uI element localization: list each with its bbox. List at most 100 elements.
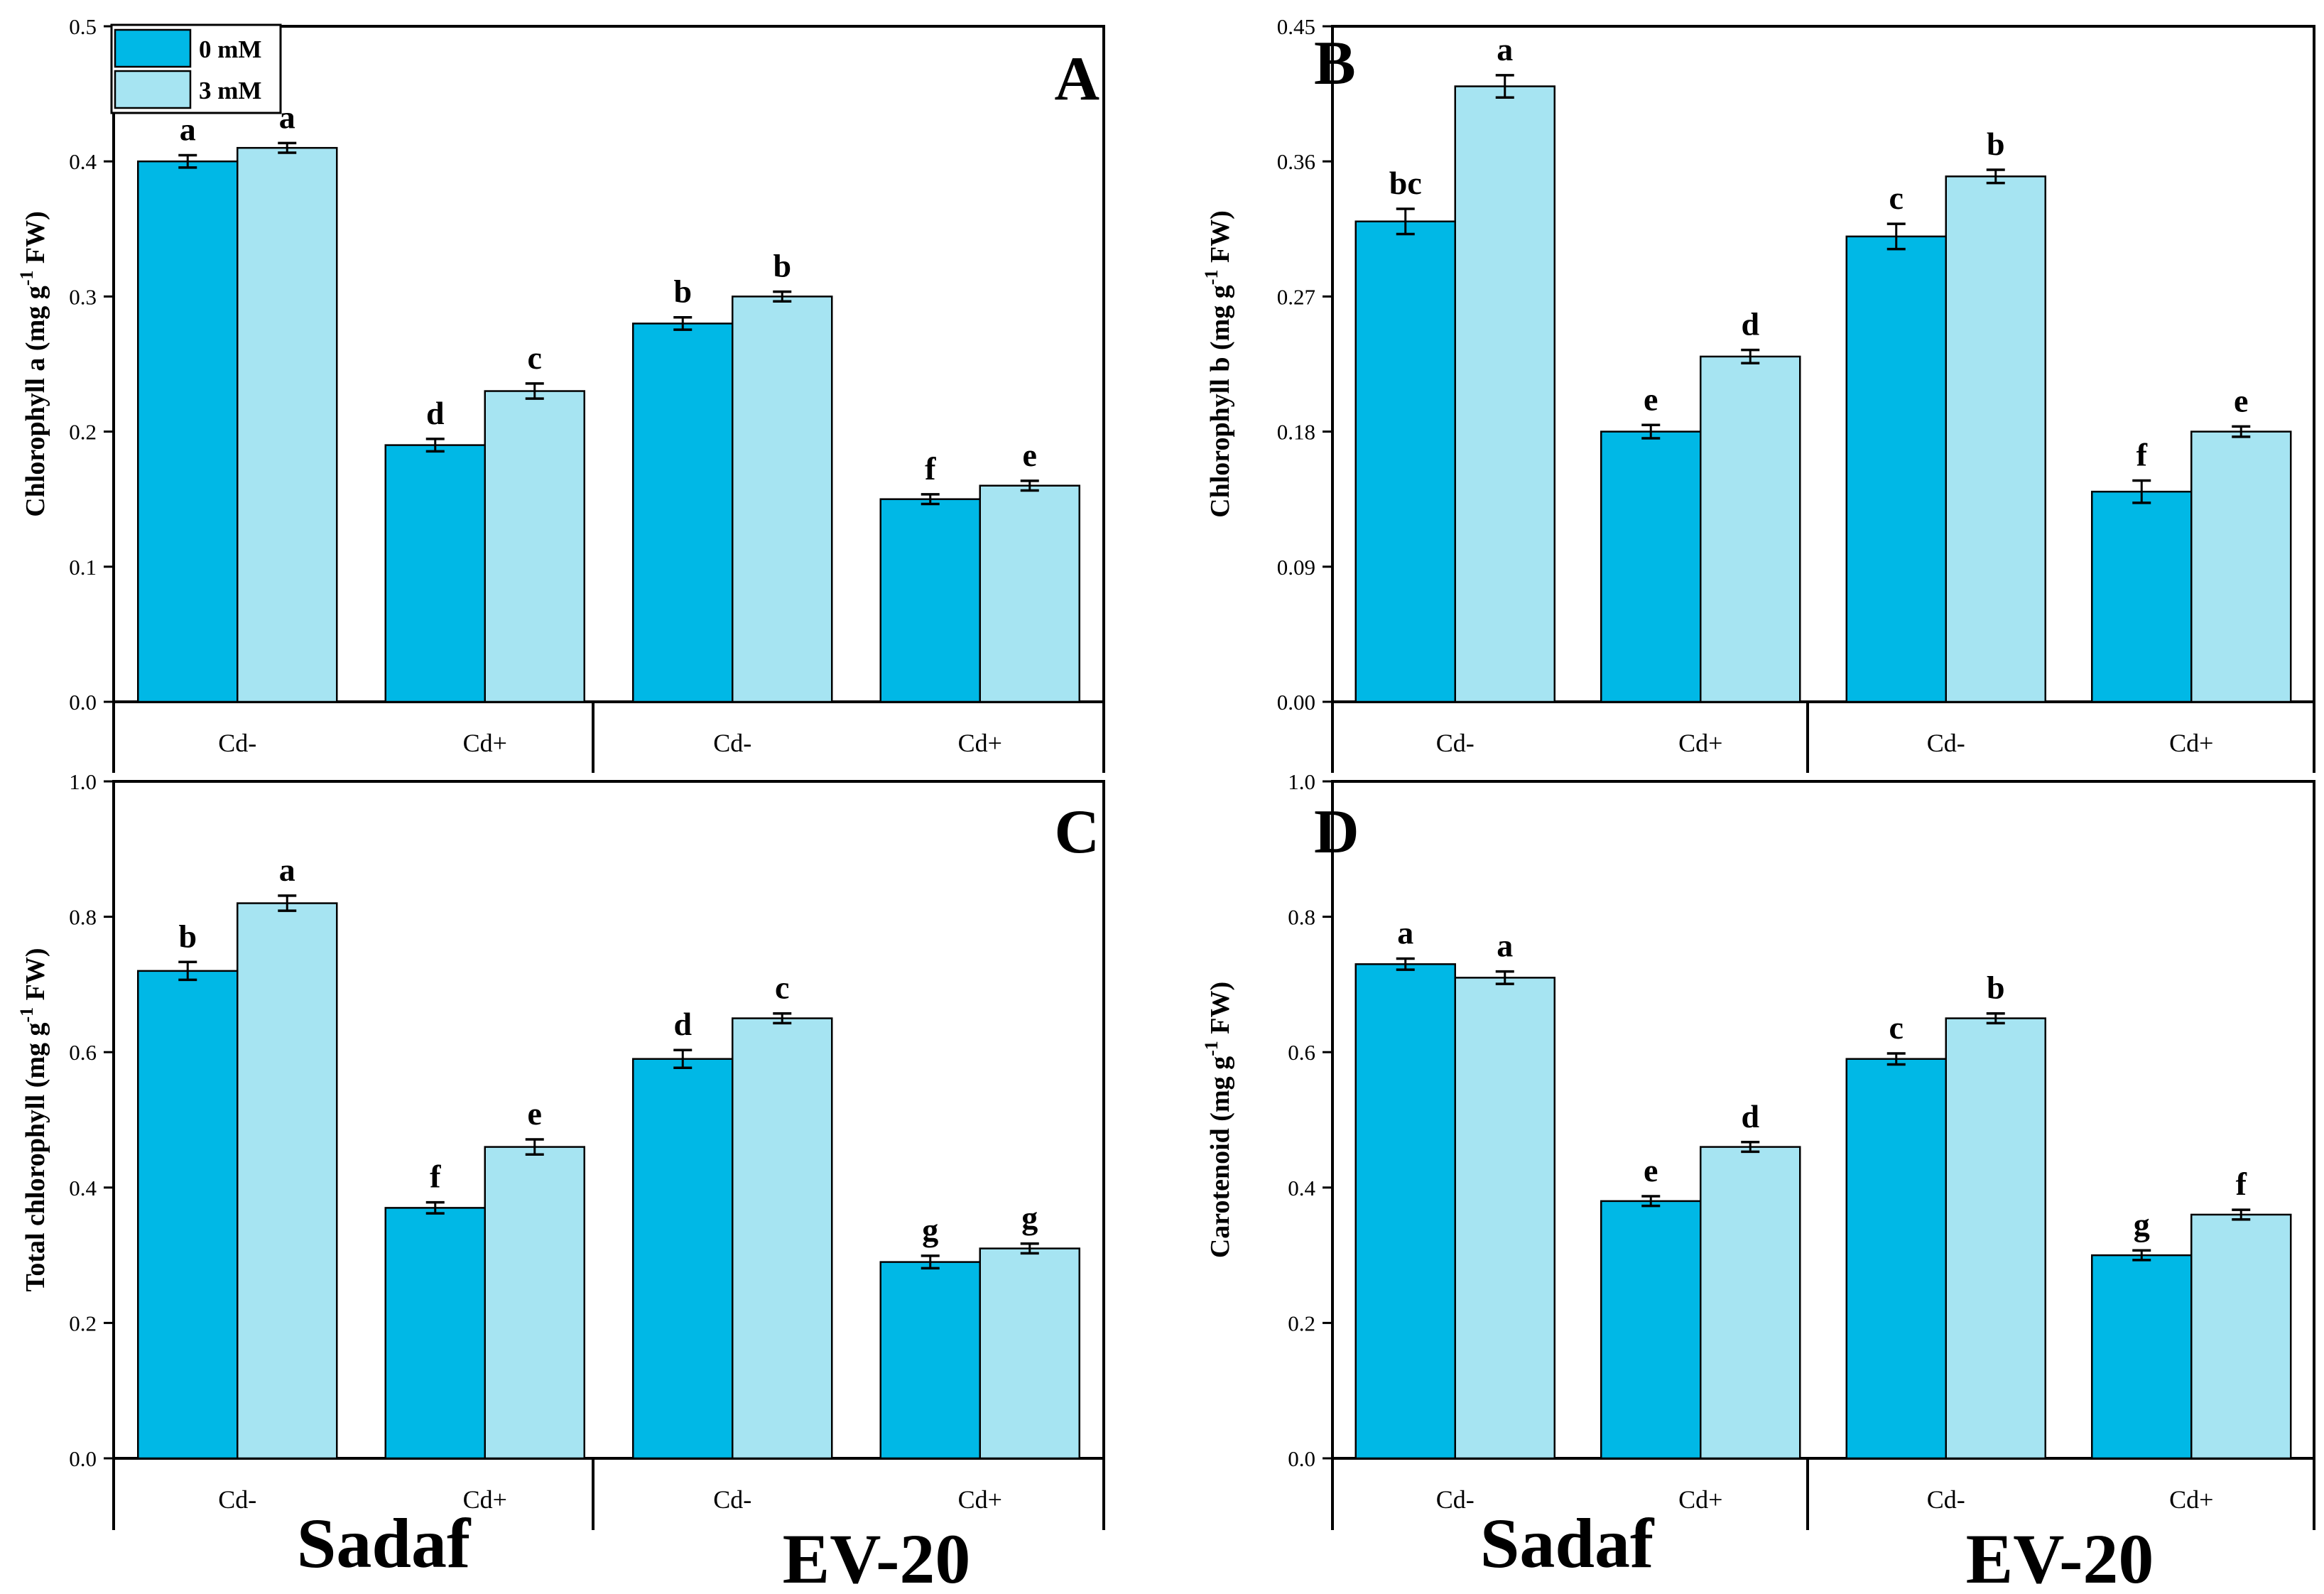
- bar: [384, 444, 486, 703]
- category-label: Cd-: [713, 729, 751, 757]
- significance-letter: f: [925, 450, 936, 487]
- y-tick-label: 1.0: [1288, 769, 1315, 794]
- y-axis-label: Chlorophyll a (mg g-1 FW): [16, 211, 50, 517]
- category-label: Cd+: [1678, 1485, 1722, 1514]
- bar: [137, 970, 239, 1460]
- bar: [2190, 1213, 2292, 1460]
- bar: [1354, 963, 1456, 1460]
- category-label: Cd-: [1436, 1485, 1475, 1514]
- y-axis-label-sup: -1: [1201, 1041, 1222, 1056]
- significance-letter: g: [922, 1212, 938, 1248]
- y-tick-label: 0.1: [69, 555, 97, 580]
- plot-frame: [112, 780, 1105, 1460]
- y-tick-label: 0.4: [69, 149, 97, 174]
- legend-swatch: [114, 70, 192, 109]
- bar: [632, 322, 734, 703]
- y-axis-label-end: FW): [1205, 982, 1235, 1041]
- y-tick-label: 0.2: [69, 420, 97, 445]
- y-tick-label: 0.5: [69, 14, 97, 39]
- y-axis-label-sup: -1: [16, 1007, 37, 1023]
- category-label: Cd-: [218, 1485, 256, 1514]
- bar: [879, 1261, 981, 1460]
- y-axis-label: Carotenoid (mg g-1 FW): [1201, 982, 1235, 1258]
- bar: [2190, 430, 2292, 703]
- y-axis-label-sup: -1: [16, 271, 37, 286]
- bar: [732, 1017, 833, 1460]
- significance-letter: e: [1644, 1152, 1658, 1188]
- significance-letter: b: [673, 273, 692, 310]
- significance-letter: c: [1889, 1009, 1904, 1046]
- y-tick-label: 0.09: [1277, 555, 1315, 580]
- significance-letter: bc: [1389, 165, 1422, 201]
- bar: [1600, 430, 1702, 703]
- significance-letter: d: [426, 395, 445, 431]
- bar: [1454, 977, 1555, 1460]
- bar: [632, 1058, 734, 1460]
- significance-letter: g: [2134, 1206, 2150, 1242]
- y-tick-label: 0.8: [69, 905, 97, 930]
- bar: [979, 484, 1080, 703]
- y-tick-label: 0.4: [69, 1176, 97, 1200]
- y-axis-label-end: FW): [1205, 210, 1235, 269]
- category-label: Cd+: [1678, 729, 1722, 757]
- cultivar-label: EV-20: [783, 1519, 971, 1594]
- y-tick-label: 0.27: [1277, 284, 1315, 309]
- plot-frame: [112, 25, 1105, 703]
- significance-letter: b: [773, 248, 791, 284]
- significance-letter: c: [1889, 180, 1904, 216]
- bar: [484, 390, 585, 703]
- y-tick-label: 0.2: [69, 1311, 97, 1335]
- panel-label: D: [1314, 798, 1359, 867]
- y-tick-label: 0.00: [1277, 690, 1315, 715]
- y-tick-label: 0.0: [69, 1446, 97, 1471]
- bar: [237, 902, 338, 1460]
- category-label: Cd+: [2169, 729, 2213, 757]
- bar: [1845, 235, 1947, 703]
- y-axis-label: Chlorophyll b (mg g-1 FW): [1201, 210, 1235, 518]
- significance-letter: f: [430, 1159, 441, 1195]
- y-axis-label-main: Chlorophyll a (mg g: [21, 286, 50, 517]
- bar: [137, 160, 239, 703]
- panel-label: A: [1054, 45, 1099, 114]
- panel-a: 0.0 0.1 0.2 0.3 0.4 0.5 Chlorophyll a (mg g-1 …: [16, 14, 1105, 773]
- legend-label: 3 mM: [199, 77, 261, 104]
- category-label: Cd-: [218, 729, 256, 757]
- panel-label: B: [1314, 29, 1356, 98]
- y-tick-label: 0.0: [1288, 1446, 1315, 1471]
- y-axis-label-main: Chlorophyll b (mg g: [1205, 285, 1235, 518]
- bar: [2091, 1254, 2193, 1460]
- significance-letter: b: [1987, 970, 2005, 1006]
- bar: [1945, 1017, 2046, 1460]
- significance-letter: b: [178, 918, 197, 954]
- significance-letter: e: [1023, 437, 1037, 473]
- y-tick-label: 0.6: [1288, 1040, 1315, 1065]
- panel-c: 0.0 0.2 0.4 0.6 0.8 1.0 Total chlorophyll (mg …: [16, 769, 1105, 1530]
- cultivar-label: Sadaf: [1480, 1504, 1655, 1583]
- category-label: Cd+: [463, 1485, 507, 1514]
- category-label: Cd+: [958, 729, 1002, 757]
- panel-b: 0.00 0.09 0.18 0.27 0.36 0.45 Chlorophyll b (m…: [1201, 14, 2315, 773]
- y-tick-label: 0.3: [69, 284, 97, 309]
- significance-letter: a: [180, 111, 196, 147]
- significance-letter: a: [1397, 915, 1413, 951]
- bar: [1454, 85, 1555, 703]
- significance-letter: d: [673, 1006, 692, 1042]
- significance-letter: d: [1741, 306, 1759, 342]
- plot-frame: [1331, 780, 2315, 1460]
- significance-letter: b: [1987, 126, 2005, 162]
- significance-letter: a: [279, 99, 295, 135]
- bar: [1845, 1058, 1947, 1460]
- y-tick-label: 0.6: [69, 1040, 97, 1065]
- significance-letter: e: [528, 1095, 542, 1132]
- significance-letter: a: [279, 852, 295, 888]
- bar: [384, 1207, 486, 1460]
- y-tick-label: 0.4: [1288, 1176, 1315, 1200]
- y-axis-label-end: FW): [21, 211, 50, 270]
- plot-frame: [1331, 25, 2315, 703]
- cultivar-label: Sadaf: [297, 1504, 472, 1583]
- significance-letter: f: [2136, 436, 2148, 472]
- y-axis-label: Total chlorophyll (mg g-1 FW): [16, 948, 50, 1291]
- y-tick-label: 0.18: [1277, 420, 1315, 445]
- legend-swatch: [114, 28, 192, 68]
